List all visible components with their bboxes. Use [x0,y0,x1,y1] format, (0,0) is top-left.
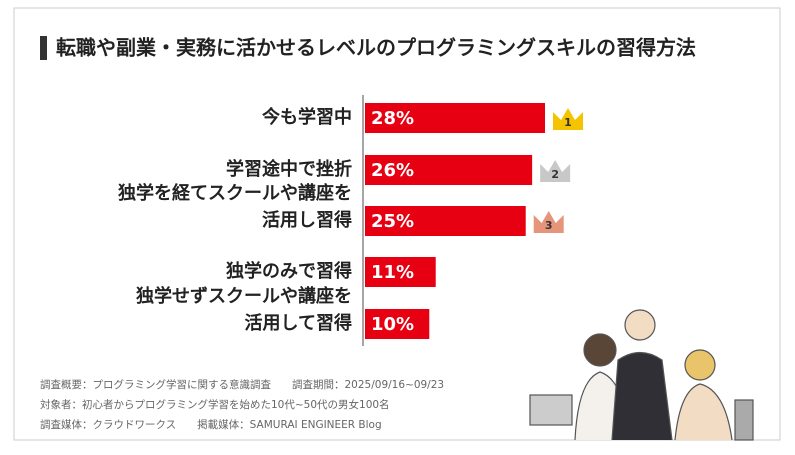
bar [365,155,533,185]
value-label: 26% [371,160,414,181]
illustration [529,309,754,441]
title-marker [40,36,47,60]
bar [365,103,545,133]
value-label: 28% [371,108,414,129]
footnote: 調査概要：プログラミング学習に関する意識調査 調査期間：2025/09/16~0… [40,378,444,391]
chart-title: 転職や副業・実務に活かせるレベルのプログラミングスキルの習得方法 [56,36,696,60]
category-label: 活用し習得 [262,209,352,231]
bar [365,309,430,339]
category-label: 独学せずスクールや講座を [136,285,352,307]
rank-badge: 3 [545,219,553,232]
crown [540,160,571,182]
bar [365,206,526,236]
category-label: 独学を経てスクールや講座を [118,182,352,204]
value-label: 25% [371,211,414,232]
footnote: 調査媒体：クラウドワークス 掲載媒体：SAMURAI ENGINEER Blog [40,418,382,431]
crown [553,108,583,130]
category-label: 独学のみで習得 [226,260,352,282]
rank-badge: 2 [551,168,559,181]
bar [365,257,436,287]
value-label: 11% [371,262,414,283]
value-label: 10% [371,314,414,335]
category-label: 活用して習得 [245,312,352,334]
category-label: 学習途中で挫折 [226,158,352,180]
footnote: 対象者：初心者からプログラミング学習を始めた10代~50代の男女100名 [40,398,390,411]
category-label: 今も学習中 [262,106,352,128]
crown [533,211,564,233]
rank-badge: 1 [564,116,572,129]
